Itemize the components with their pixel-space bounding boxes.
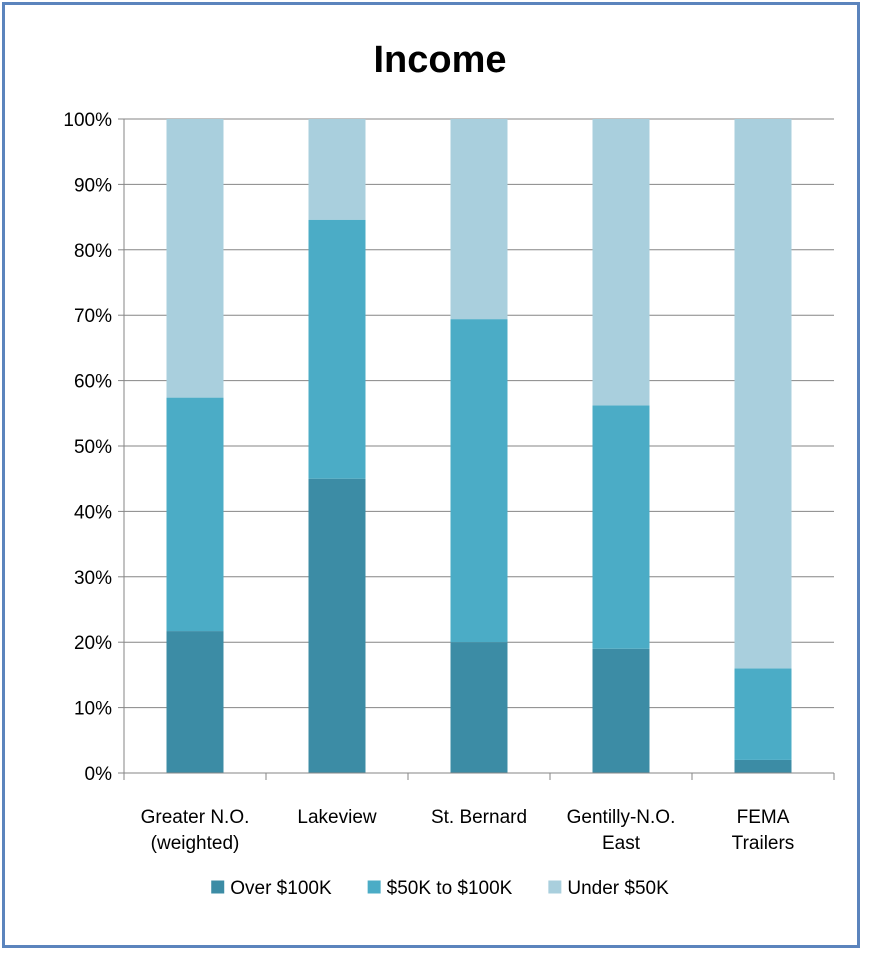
bar-segment bbox=[592, 648, 650, 773]
x-tick-label: Trailers bbox=[732, 833, 795, 854]
y-tick-label: 70% bbox=[74, 306, 112, 327]
legend: Over $100K $50K to $100K Under $50K bbox=[211, 878, 669, 899]
legend-swatch bbox=[367, 880, 381, 894]
y-tick-label: 10% bbox=[74, 699, 112, 720]
bar-segment bbox=[450, 319, 508, 643]
bar-segment bbox=[592, 119, 650, 406]
y-tick-label: 90% bbox=[74, 175, 112, 196]
bar-segment bbox=[592, 405, 650, 649]
x-tick-label: FEMA bbox=[737, 807, 790, 828]
legend-label: Under $50K bbox=[567, 878, 669, 899]
y-tick-label: 0% bbox=[85, 764, 113, 785]
y-tick-label: 40% bbox=[74, 502, 112, 523]
chart-frame bbox=[2, 2, 860, 948]
bar-segment bbox=[734, 119, 792, 669]
bar-segment bbox=[166, 397, 224, 632]
legend-swatch bbox=[548, 880, 562, 894]
y-tick-label: 60% bbox=[74, 372, 112, 393]
bar-segment bbox=[450, 119, 508, 320]
legend-swatch bbox=[211, 880, 225, 894]
legend-label: $50K to $100K bbox=[387, 878, 513, 899]
chart-title: Income bbox=[373, 39, 506, 81]
x-tick-label: (weighted) bbox=[151, 833, 240, 854]
x-tick-label: St. Bernard bbox=[431, 807, 527, 828]
bar-segment bbox=[734, 668, 792, 760]
y-tick-label: 20% bbox=[74, 633, 112, 654]
bar-segment bbox=[308, 119, 366, 220]
bar-segment bbox=[166, 119, 224, 398]
bar-segment bbox=[166, 631, 224, 773]
y-tick-label: 30% bbox=[74, 568, 112, 589]
x-tick-label: Lakeview bbox=[297, 807, 376, 828]
x-tick-label: Greater N.O. bbox=[141, 807, 250, 828]
bar-segment bbox=[450, 642, 508, 773]
y-tick-label: 100% bbox=[63, 110, 112, 131]
bar-segment bbox=[734, 759, 792, 773]
y-tick-label: 50% bbox=[74, 437, 112, 458]
y-tick-label: 80% bbox=[74, 241, 112, 262]
x-tick-label: Gentilly-N.O. bbox=[567, 807, 676, 828]
axes: 0% 10% 20% 30% 40% 50% 60% 70% 80% 90% 100% Greater… bbox=[63, 110, 835, 854]
x-tick-label: East bbox=[602, 833, 641, 854]
bar-segment bbox=[308, 219, 366, 479]
bar-segment bbox=[308, 478, 366, 773]
legend-label: Over $100K bbox=[230, 878, 332, 899]
bars bbox=[166, 119, 792, 773]
